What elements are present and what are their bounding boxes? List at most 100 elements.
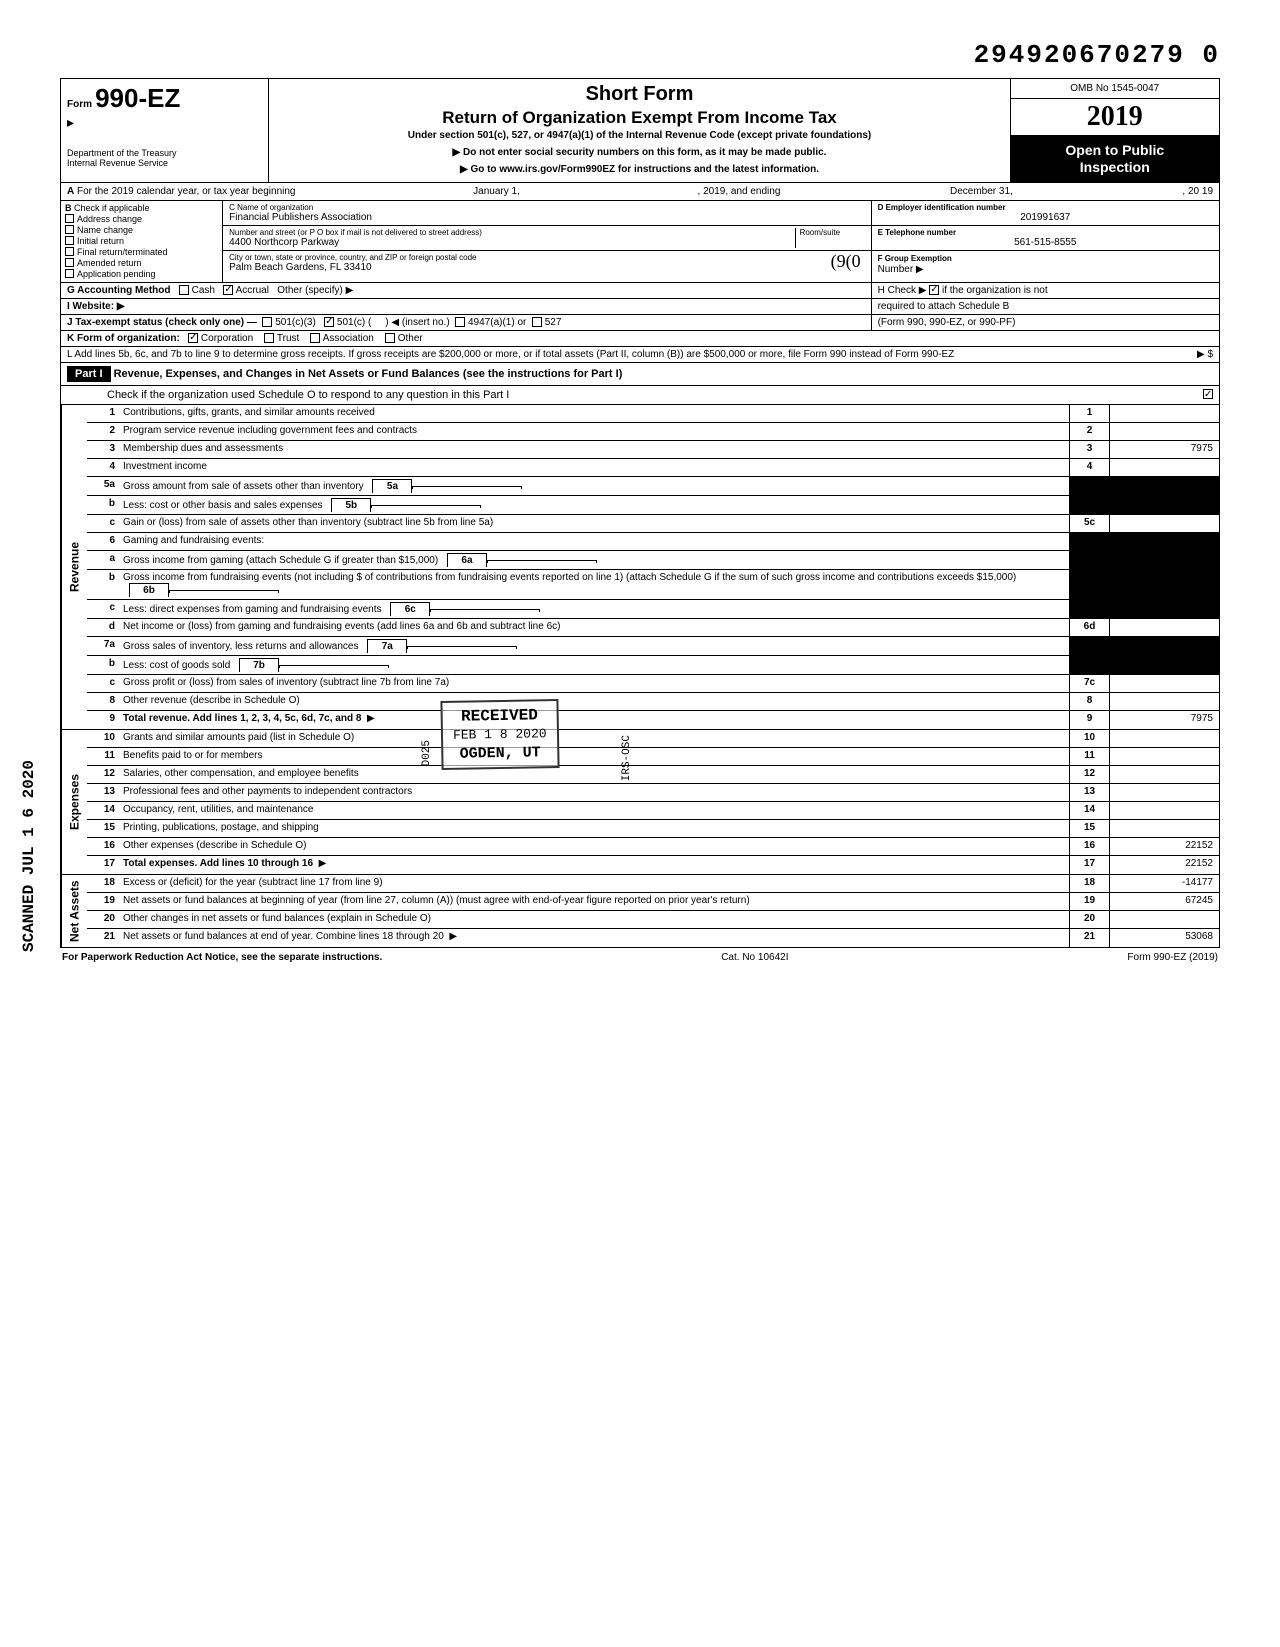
part1-title: Revenue, Expenses, and Changes in Net As… (114, 368, 623, 380)
inner-box: 6b (129, 583, 169, 597)
line-text: Net income or (loss) from gaming and fun… (119, 619, 1069, 636)
line-number: 21 (87, 929, 119, 947)
j-4947: 4947(a)(1) or (468, 317, 526, 328)
line-number: 1 (87, 405, 119, 422)
line-number: 18 (87, 875, 119, 892)
line-box: 2 (1069, 423, 1109, 440)
line-row: 19Net assets or fund balances at beginni… (87, 893, 1219, 911)
netassets-table: Net Assets 18Excess or (deficit) for the… (60, 875, 1220, 948)
line-row: 5aGross amount from sale of assets other… (87, 477, 1219, 496)
line-box: 3 (1069, 441, 1109, 458)
accrual-checkbox[interactable] (223, 285, 233, 295)
k-chk-other[interactable] (385, 333, 395, 343)
line-row: dNet income or (loss) from gaming and fu… (87, 619, 1219, 637)
line-row: bGross income from fundraising events (n… (87, 570, 1219, 600)
col-c: C Name of organization Financial Publish… (223, 201, 871, 282)
line-box-shaded (1069, 637, 1109, 655)
line-amount: 22152 (1109, 856, 1219, 874)
line-amount (1109, 405, 1219, 422)
line-box: 19 (1069, 893, 1109, 910)
part1-check-row: Check if the organization used Schedule … (60, 386, 1220, 405)
j-chk-501c3[interactable] (262, 317, 272, 327)
colb-checkbox[interactable] (65, 258, 74, 267)
line-box: 7c (1069, 675, 1109, 692)
line-box-shaded (1069, 551, 1109, 569)
colb-checkbox[interactable] (65, 269, 74, 278)
city-val: Palm Beach Gardens, FL 33410 (229, 262, 864, 273)
line-number: c (87, 515, 119, 532)
line-amount (1109, 730, 1219, 747)
line-box: 1 (1069, 405, 1109, 422)
colb-opt-label: Final return/terminated (77, 247, 168, 257)
line-number: 13 (87, 784, 119, 801)
part1-header-row: Part I Revenue, Expenses, and Changes in… (60, 363, 1220, 386)
colb-checkbox[interactable] (65, 236, 74, 245)
form-number: Form 990-EZ (67, 83, 262, 114)
line-text: Other revenue (describe in Schedule O) (119, 693, 1069, 710)
b-letter: B (65, 203, 72, 213)
colb-checkbox[interactable] (65, 214, 74, 223)
line-row: 17Total expenses. Add lines 10 through 1… (87, 856, 1219, 874)
col-b-header: B Check if applicable (65, 203, 218, 213)
stamp-irsosc: IRS-OSC (621, 735, 633, 781)
j-chk-4947[interactable] (455, 317, 465, 327)
j-left: J Tax-exempt status (check only one) — 5… (61, 315, 872, 330)
row-a: A For the 2019 calendar year, or tax yea… (60, 183, 1220, 201)
addr-label: Number and street (or P O box if mail is… (229, 228, 794, 237)
line-text: Printing, publications, postage, and shi… (119, 820, 1069, 837)
colb-checkbox[interactable] (65, 247, 74, 256)
h-checkbox[interactable] (929, 285, 939, 295)
line-row: 9Total revenue. Add lines 1, 2, 3, 4, 5c… (87, 711, 1219, 729)
e-label: E Telephone number (878, 228, 1213, 237)
line-amount (1109, 748, 1219, 765)
line-number: 10 (87, 730, 119, 747)
colb-checkbox[interactable] (65, 225, 74, 234)
revenue-lines: 1Contributions, gifts, grants, and simil… (87, 405, 1219, 729)
expenses-side-label: Expenses (61, 730, 87, 874)
h-right2: required to attach Schedule B (872, 299, 1219, 314)
top-doc-number: 294920670279 0 (60, 40, 1220, 70)
line-row: 20Other changes in net assets or fund ba… (87, 911, 1219, 929)
j-chk-501c[interactable] (324, 317, 334, 327)
inner-amt (279, 665, 389, 668)
line-number: 17 (87, 856, 119, 874)
line-amount (1109, 911, 1219, 928)
inner-amt (407, 646, 517, 649)
footer: For Paperwork Reduction Act Notice, see … (60, 948, 1220, 967)
row-j: J Tax-exempt status (check only one) — 5… (60, 315, 1220, 331)
j-chk-527[interactable] (532, 317, 542, 327)
colb-option: Application pending (65, 269, 218, 279)
inner-box: 6c (390, 602, 430, 616)
i-left: I Website: ▶ (61, 299, 872, 314)
line-box-shaded (1069, 496, 1109, 514)
line-amount (1109, 766, 1219, 783)
line-row: cGross profit or (loss) from sales of in… (87, 675, 1219, 693)
line-amount (1109, 820, 1219, 837)
rowa-text1: For the 2019 calendar year, or tax year … (77, 186, 295, 197)
arrow-glyph: ▸ (67, 114, 262, 131)
arrow-line-1: ▶ Do not enter social security numbers o… (275, 147, 1003, 158)
h-right: H Check ▶ if the organization is not (872, 283, 1219, 298)
k-chk-corp[interactable] (188, 333, 198, 343)
inner-amt (430, 609, 540, 612)
f-label: F Group Exemption (878, 254, 952, 263)
cash-checkbox[interactable] (179, 285, 189, 295)
line-row: 10Grants and similar amounts paid (list … (87, 730, 1219, 748)
k-chk-assoc[interactable] (310, 333, 320, 343)
k-chk-trust[interactable] (264, 333, 274, 343)
colb-option: Initial return (65, 236, 218, 246)
line-amt-shaded (1109, 570, 1219, 599)
row-g: G Accounting Method Cash Accrual Other (… (60, 283, 1220, 299)
line-number: 16 (87, 838, 119, 855)
row-l: L Add lines 5b, 6c, and 7b to line 9 to … (60, 347, 1220, 363)
line-amount: 22152 (1109, 838, 1219, 855)
j-501c3: 501(c)(3) (275, 317, 316, 328)
line-text: Total revenue. Add lines 1, 2, 3, 4, 5c,… (119, 711, 1069, 729)
line-row: 11Benefits paid to or for members 11 (87, 748, 1219, 766)
short-form-title: Short Form (275, 83, 1003, 106)
inner-box: 5a (372, 479, 412, 493)
footer-mid: Cat. No 10642I (721, 952, 788, 963)
part1-checkbox[interactable] (1203, 389, 1213, 399)
line-row: 21Net assets or fund balances at end of … (87, 929, 1219, 947)
colb-option: Name change (65, 225, 218, 235)
